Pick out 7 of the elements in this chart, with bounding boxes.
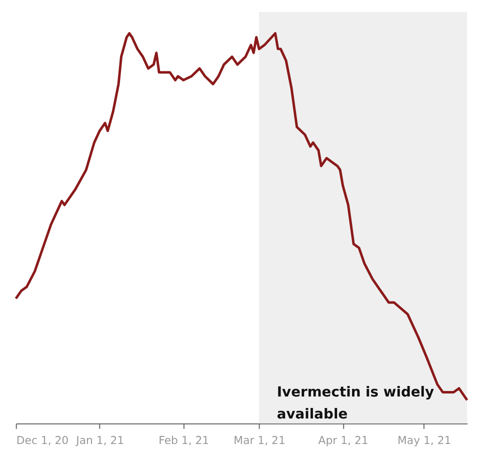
x-tick-label: Dec 1, 20 <box>16 434 69 447</box>
x-tick-label: Apr 1, 21 <box>318 434 368 447</box>
x-tick-label: Feb 1, 21 <box>158 434 210 447</box>
x-tick-label: Mar 1, 21 <box>234 434 286 447</box>
x-tick-label: Jan 1, 21 <box>75 434 124 447</box>
band-label: Ivermectin is widely available <box>276 384 434 422</box>
x-tick-label: May 1, 21 <box>398 434 452 447</box>
